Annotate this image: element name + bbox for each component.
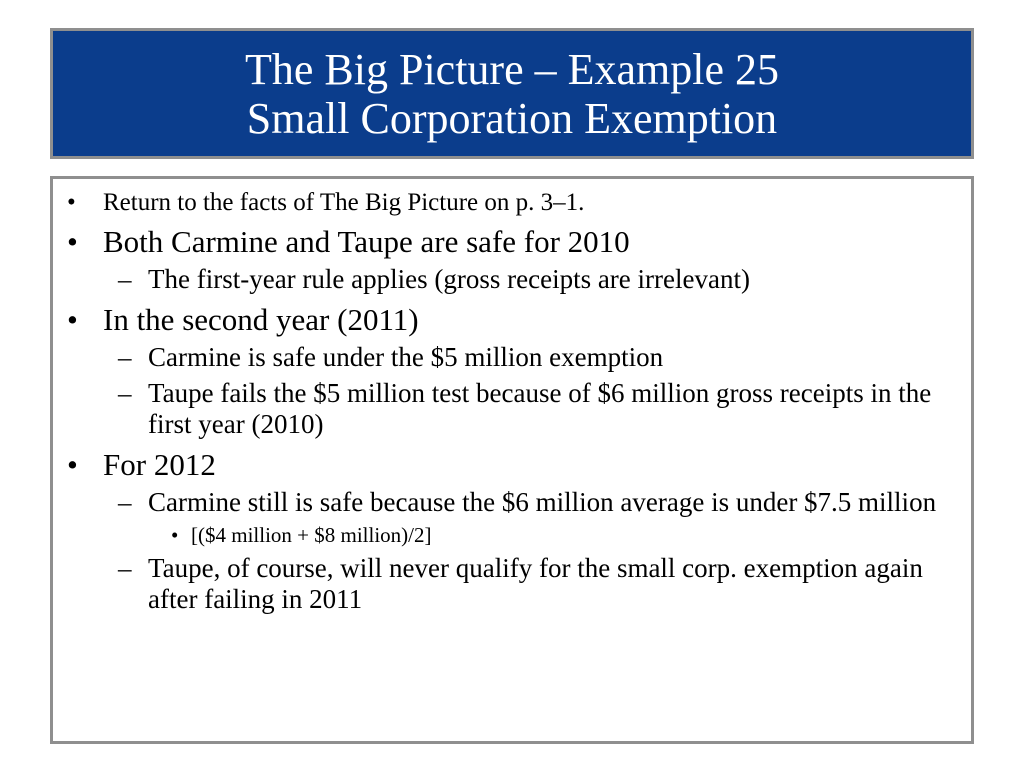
dash-icon: – <box>118 487 132 517</box>
sub-bullet-carmine-still-safe: – Carmine still is safe because the $6 m… <box>61 487 951 518</box>
sub-bullet-text: Taupe, of course, will never qualify for… <box>148 553 923 614</box>
sub-bullet-text: Carmine is safe under the $5 million exe… <box>148 342 664 372</box>
bullet-list: • Return to the facts of The Big Picture… <box>61 189 951 615</box>
sub-bullet-taupe-never-qualify: – Taupe, of course, will never qualify f… <box>61 553 951 615</box>
bullet-icon: • <box>171 523 179 547</box>
sub-sub-bullet-average-calc: • [($4 million + $8 million)/2] <box>61 522 951 548</box>
sub-bullet-first-year-rule: – The first-year rule applies (gross rec… <box>61 264 951 295</box>
bullet-icon: • <box>67 189 76 216</box>
sub-bullet-taupe-fails: – Taupe fails the $5 million test becaus… <box>61 378 951 440</box>
bullet-item-return-to-facts: • Return to the facts of The Big Picture… <box>61 189 951 217</box>
sub-bullet-text: Taupe fails the $5 million test because … <box>148 378 932 439</box>
bullet-text: Both Carmine and Taupe are safe for 2010 <box>103 224 630 259</box>
bullet-icon: • <box>67 302 78 337</box>
bullet-icon: • <box>67 447 78 482</box>
bullet-text: Return to the facts of The Big Picture o… <box>103 189 585 216</box>
bullet-text: For 2012 <box>103 447 216 482</box>
sub-bullet-carmine-safe: – Carmine is safe under the $5 million e… <box>61 342 951 373</box>
bullet-item-both-safe: • Both Carmine and Taupe are safe for 20… <box>61 225 951 259</box>
sub-bullet-text: The first-year rule applies (gross recei… <box>148 264 750 294</box>
slide-title-banner: The Big Picture – Example 25 Small Corpo… <box>50 28 974 159</box>
bullet-text: In the second year (2011) <box>103 302 419 337</box>
dash-icon: – <box>118 264 132 294</box>
bullet-item-second-year: • In the second year (2011) <box>61 303 951 337</box>
dash-icon: – <box>118 378 132 408</box>
sub-sub-bullet-text: [($4 million + $8 million)/2] <box>191 523 432 547</box>
sub-bullet-text: Carmine still is safe because the $6 mil… <box>148 487 937 517</box>
bullet-item-for-2012: • For 2012 <box>61 448 951 482</box>
slide-content-box: • Return to the facts of The Big Picture… <box>50 176 974 744</box>
slide-title-line-1: The Big Picture – Example 25 <box>245 44 779 94</box>
bullet-icon: • <box>67 224 78 259</box>
slide-title-line-2: Small Corporation Exemption <box>246 93 778 143</box>
dash-icon: – <box>118 553 132 583</box>
dash-icon: – <box>118 342 132 372</box>
